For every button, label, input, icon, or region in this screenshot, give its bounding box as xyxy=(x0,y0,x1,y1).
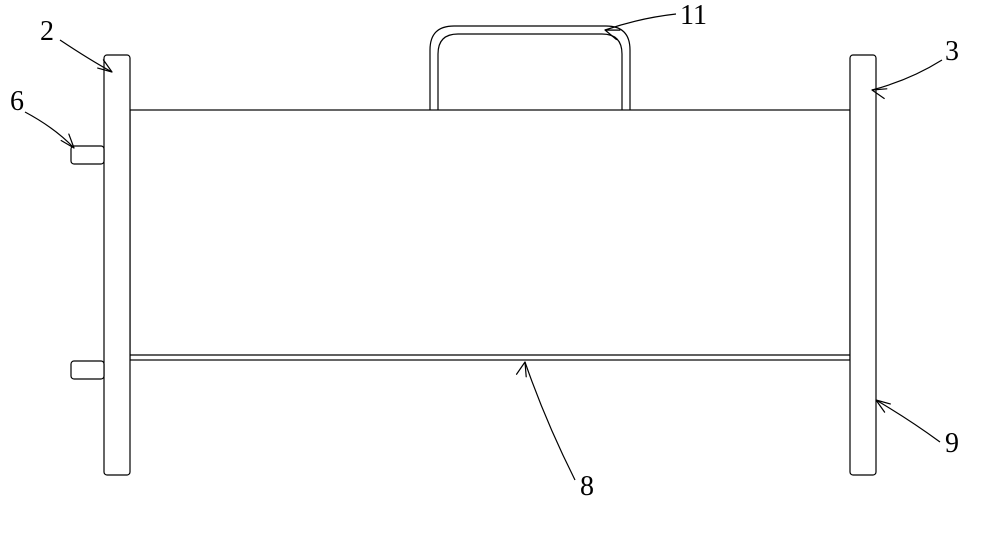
callout-label-text: 3 xyxy=(945,36,959,67)
callout-3: 3 xyxy=(872,36,959,98)
left-peg-0 xyxy=(71,146,104,164)
callout-6: 6 xyxy=(10,86,74,148)
leader-arrow xyxy=(517,362,527,377)
callout-label-text: 8 xyxy=(580,471,594,502)
leader-line xyxy=(525,362,575,480)
cylinder-body xyxy=(130,110,850,360)
callout-8: 8 xyxy=(517,362,594,502)
leader-line xyxy=(876,400,940,442)
handle-outer xyxy=(430,26,630,110)
leader-line xyxy=(25,112,74,148)
callout-label-text: 9 xyxy=(945,428,959,459)
left-peg-1 xyxy=(71,361,104,379)
handle-inner xyxy=(438,34,622,110)
callout-labels: 2 6 11 3 9 8 xyxy=(10,0,959,502)
callout-label-text: 11 xyxy=(680,0,707,31)
callout-label-text: 2 xyxy=(40,16,54,47)
callout-11: 11 xyxy=(605,0,707,39)
callout-label-text: 6 xyxy=(10,86,24,117)
drawing-body xyxy=(71,26,876,475)
leader-line xyxy=(872,60,942,90)
callout-9: 9 xyxy=(876,400,959,459)
callout-2: 2 xyxy=(40,16,112,72)
right-flange xyxy=(850,55,876,475)
left-flange xyxy=(104,55,130,475)
